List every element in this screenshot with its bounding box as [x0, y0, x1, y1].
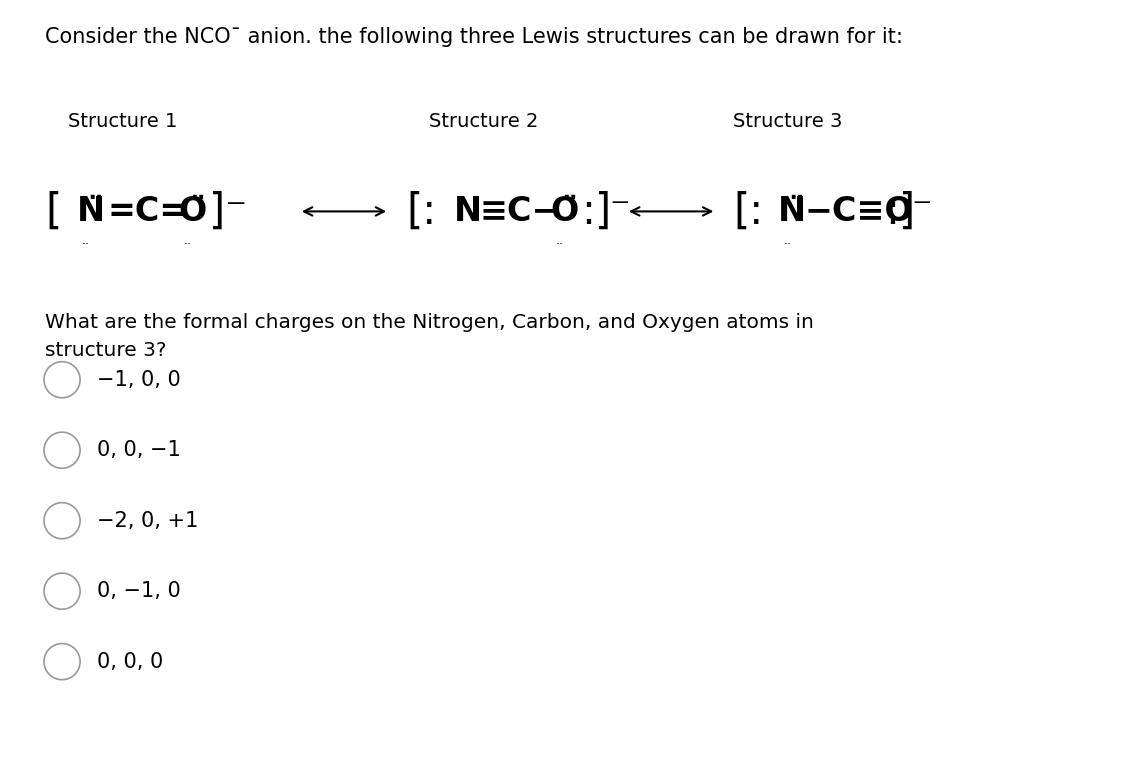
Text: −C≡O: −C≡O: [804, 195, 913, 228]
Text: N̈: N̈: [778, 195, 807, 228]
Text: 0, −1, 0: 0, −1, 0: [97, 581, 180, 601]
Text: ..: ..: [81, 234, 90, 247]
Text: ≡C−: ≡C−: [479, 195, 559, 228]
Text: ⁻: ⁻: [911, 193, 932, 230]
Text: −1, 0, 0: −1, 0, 0: [97, 370, 180, 390]
Text: N̈: N̈: [77, 195, 105, 228]
Text: ..: ..: [183, 234, 192, 247]
Text: ]⁻: ]⁻: [209, 190, 247, 233]
Text: N: N: [453, 195, 482, 228]
Text: Structure 3: Structure 3: [733, 112, 843, 131]
Text: ⁻: ⁻: [609, 193, 629, 230]
Text: What are the formal charges on the Nitrogen, Carbon, and Oxygen atoms in
structu: What are the formal charges on the Nitro…: [45, 313, 814, 360]
Text: [:: [:: [406, 190, 437, 233]
Text: Ö: Ö: [178, 195, 206, 228]
Text: ..: ..: [555, 234, 564, 247]
Text: 0, 0, 0: 0, 0, 0: [97, 651, 164, 672]
Text: =C=: =C=: [107, 195, 187, 228]
Text: Structure 2: Structure 2: [429, 112, 538, 131]
Text: [: [: [45, 190, 61, 233]
Text: ..: ..: [783, 234, 792, 247]
Text: Ö: Ö: [550, 195, 579, 228]
Text: −2, 0, +1: −2, 0, +1: [97, 511, 199, 531]
Text: :]: :]: [581, 190, 611, 233]
Text: [:: [:: [733, 190, 764, 233]
Text: Structure 1: Structure 1: [68, 112, 177, 131]
Text: :]: :]: [885, 190, 916, 233]
Text: Consider the NCO¯ anion. the following three Lewis structures can be drawn for i: Consider the NCO¯ anion. the following t…: [45, 27, 904, 48]
Text: 0, 0, −1: 0, 0, −1: [97, 440, 180, 460]
